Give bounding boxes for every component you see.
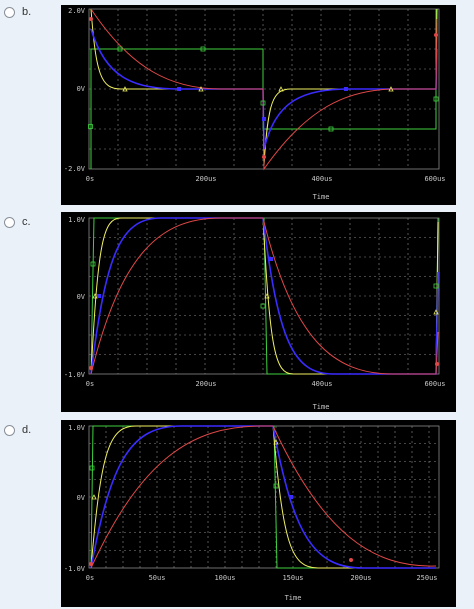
x-label-5-d: 250us [416, 574, 437, 582]
y-label-mid-d: 0V [77, 494, 86, 502]
option-label-d: d. [22, 424, 32, 436]
x-axis-title-b: Time [313, 193, 330, 201]
y-label-mid-c: 0V [77, 293, 86, 301]
trace-red-c [90, 217, 439, 375]
y-label-top-d: 1.0V [68, 424, 86, 432]
plot-svg-d: 1.0V 0V -1.0V 0s 50us 100us 150us 200us … [64, 424, 440, 602]
answer-option-d[interactable]: d. 1.0V 0V -1.0V 0s 50us 100u [0, 418, 474, 609]
x-label-0-d: 0s [86, 574, 94, 582]
option-label-c: c. [22, 216, 31, 228]
x-label-2-b: 400us [311, 175, 332, 183]
waveform-plot-b: 2.0V 0V -2.0V 0s 200us 400us 600us Time [61, 5, 456, 205]
y-label-bottom-b: -2.0V [64, 165, 86, 173]
waveform-plot-d: 1.0V 0V -1.0V 0s 50us 100us 150us 200us … [61, 420, 456, 607]
x-label-3-d: 150us [282, 574, 303, 582]
x-axis-title-d: Time [285, 594, 302, 602]
answer-option-c[interactable]: c. 1.0V 0V -1.0V 0s 200us 400 [0, 210, 474, 415]
plot-svg-c: 1.0V 0V -1.0V 0s 200us 400us 600us Time [64, 216, 446, 411]
waveform-plot-c: 1.0V 0V -1.0V 0s 200us 400us 600us Time [61, 212, 456, 412]
x-label-3-b: 600us [424, 175, 445, 183]
x-label-0-c: 0s [86, 380, 94, 388]
radio-button-b[interactable] [4, 7, 15, 18]
trace-red-b [90, 8, 438, 171]
y-label-bottom-c: -1.0V [64, 371, 86, 379]
x-axis-title-c: Time [313, 403, 330, 411]
option-label-b: b. [22, 6, 32, 18]
trace-red-d [90, 425, 437, 569]
x-label-0-b: 0s [86, 175, 94, 183]
answer-option-b[interactable]: b. 2.0V 0V -2.0V 0s [0, 0, 474, 205]
y-label-top-c: 1.0V [68, 216, 86, 224]
x-label-1-c: 200us [195, 380, 216, 388]
x-label-3-c: 600us [424, 380, 445, 388]
plot-svg-b: 2.0V 0V -2.0V 0s 200us 400us 600us Time [64, 7, 446, 201]
y-label-top-b: 2.0V [68, 7, 86, 15]
x-label-1-b: 200us [195, 175, 216, 183]
x-label-1-d: 50us [149, 574, 166, 582]
y-label-mid-b: 0V [77, 85, 86, 93]
radio-button-c[interactable] [4, 217, 15, 228]
x-label-2-c: 400us [311, 380, 332, 388]
y-label-bottom-d: -1.0V [64, 565, 86, 573]
x-label-2-d: 100us [214, 574, 235, 582]
x-label-4-d: 200us [350, 574, 371, 582]
radio-button-d[interactable] [4, 425, 15, 436]
